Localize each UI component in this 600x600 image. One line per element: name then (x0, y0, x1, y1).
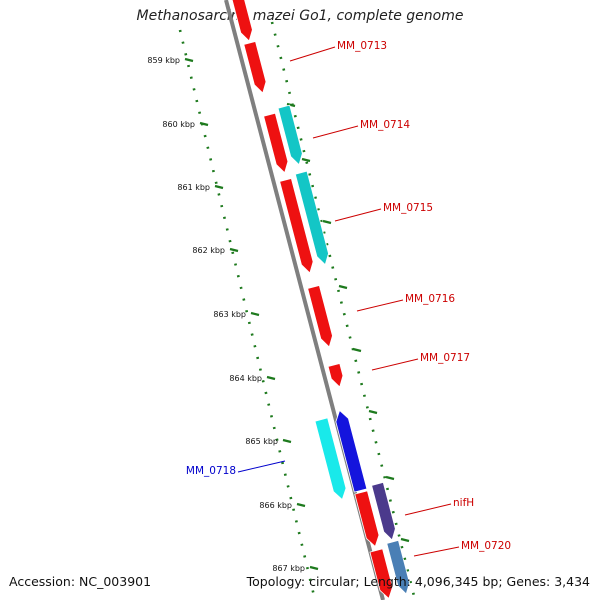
accession-text: Accession: NC_003901 (9, 574, 152, 589)
right-tick-mark (400, 537, 410, 543)
kbp-tick-mark (184, 57, 194, 63)
topology-summary: Topology: circular; Length: 4,096,345 bp… (246, 574, 590, 589)
gene-arrow-mm0720-homolog (386, 540, 410, 595)
gene-label-leader (356, 299, 404, 312)
gene-label-leader (237, 460, 286, 473)
gene-arrow-mm0715-homolog (294, 170, 329, 266)
kbp-tick-label: 865 kbp (245, 437, 278, 446)
gene-arrow-nifh (354, 490, 380, 547)
right-tick-mark (385, 475, 395, 481)
gene-arrow-mm0717 (327, 363, 344, 388)
right-tick-mark (301, 157, 311, 163)
right-tick-mark (322, 219, 332, 225)
kbp-tick-mark (199, 121, 209, 127)
gene-label: nifH (453, 497, 474, 509)
kbp-tick-label: 861 kbp (177, 183, 210, 192)
gene-label: MM_0720 (461, 540, 511, 552)
kbp-tick-mark (229, 247, 239, 253)
gene-arrow-mm0718-strand (335, 410, 368, 493)
gene-arrow-mm0718 (314, 417, 347, 500)
right-tick-mark (286, 102, 296, 108)
gene-label: MM_0718 (186, 465, 236, 477)
kbp-tick-mark (250, 311, 260, 317)
gene-label: MM_0714 (360, 119, 410, 131)
kbp-tick-label: 863 kbp (213, 310, 246, 319)
gene-label-leader (289, 46, 336, 62)
kbp-tick-label: 860 kbp (162, 120, 195, 129)
gene-label-leader (312, 125, 359, 139)
kbp-tick-mark (266, 375, 276, 381)
gene-label: MM_0716 (405, 293, 455, 305)
kbp-tick-mark (296, 502, 306, 508)
gene-label-leader (334, 208, 382, 222)
gene-label: MM_0713 (337, 40, 387, 52)
right-tick-mark (338, 284, 348, 290)
gene-label: MM_0717 (420, 352, 470, 364)
right-tick-line (270, 21, 417, 600)
gene-arrow-mm0713 (243, 41, 267, 94)
kbp-tick-label: 866 kbp (259, 501, 292, 510)
kbp-tick-mark (309, 565, 319, 571)
gene-label-leader (413, 546, 460, 557)
kbp-tick-label: 859 kbp (147, 56, 180, 65)
gene-arrow-nifh-homolog (371, 482, 396, 541)
gene-arrow-mm0716 (307, 285, 333, 348)
gene-label-leader (371, 358, 419, 371)
gene-arrow-mm0720 (369, 548, 393, 599)
gene-arrow-mm0714-homolog (277, 104, 303, 166)
gene-label-leader (404, 503, 452, 516)
kbp-tick-label: 864 kbp (229, 374, 262, 383)
kbp-tick-label: 867 kbp (272, 564, 305, 573)
kbp-tick-mark (214, 184, 224, 190)
kbp-tick-mark (282, 438, 292, 444)
gene-arrow-mm0712 (231, 0, 253, 42)
right-tick-mark (368, 409, 378, 415)
kbp-tick-label: 862 kbp (192, 246, 225, 255)
right-tick-mark (352, 347, 362, 353)
map-title: Methanosarcina mazei Go1, complete genom… (136, 8, 464, 24)
gene-arrow-mm0714 (263, 112, 289, 174)
left-tick-line (178, 29, 317, 600)
gene-arrow-mm0715 (279, 178, 314, 274)
gene-label: MM_0715 (383, 202, 433, 214)
